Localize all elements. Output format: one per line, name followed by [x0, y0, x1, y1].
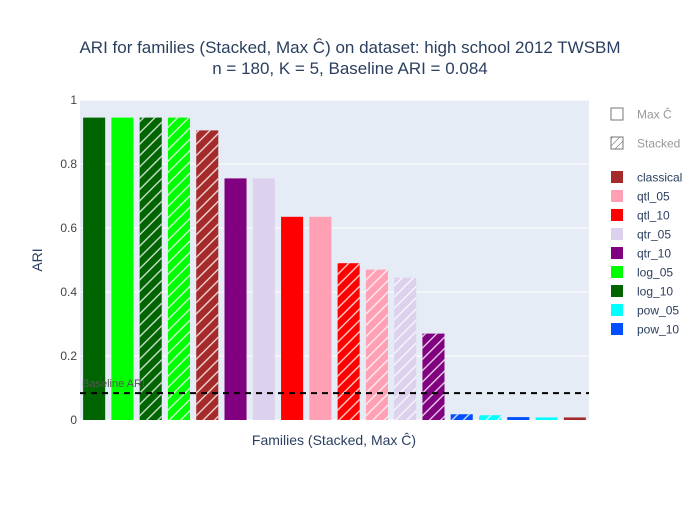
- bar-qtl_10-max-c[interactable]: [281, 216, 304, 420]
- legend-item-qtl_05[interactable]: qtl_05: [611, 190, 670, 204]
- legend-item-pow_10[interactable]: pow_10: [611, 323, 679, 337]
- legend-item-qtl_10[interactable]: qtl_10: [611, 209, 670, 223]
- legend-item-log_05[interactable]: log_05: [611, 266, 673, 280]
- baseline: Baseline ARI: [80, 378, 589, 395]
- bar: [507, 417, 530, 420]
- bar: [535, 417, 558, 420]
- legend-label: log_05: [637, 266, 673, 280]
- bar-classical-stacked[interactable]: [196, 130, 219, 420]
- bar-qtr_05-stacked[interactable]: [394, 277, 417, 420]
- x-axis-label: Families (Stacked, Max Ĉ): [252, 432, 416, 448]
- bar-hatch: [422, 333, 445, 420]
- y-tick-label: 1: [70, 93, 77, 107]
- legend-swatch: [611, 285, 623, 297]
- bar-classical-max-c[interactable]: [563, 417, 586, 420]
- legend-label: pow_10: [637, 323, 679, 337]
- legend-item-pow_05[interactable]: pow_05: [611, 304, 679, 318]
- legend-swatch: [611, 304, 623, 316]
- chart-title: ARI for families (Stacked, Max Ĉ) on dat…: [79, 38, 620, 57]
- bar-hatch: [139, 117, 162, 420]
- bar: [252, 178, 275, 420]
- legend-swatch: [611, 228, 623, 240]
- bar-hatch: [478, 415, 502, 420]
- bar-pow_05-max-c[interactable]: [535, 417, 558, 420]
- legend-label: qtl_10: [637, 209, 670, 223]
- legend-label: qtl_05: [637, 190, 670, 204]
- bar: [83, 117, 106, 420]
- bar: [563, 417, 586, 420]
- bar: [309, 216, 332, 420]
- bar-log_05-max-c[interactable]: [111, 117, 134, 420]
- y-tick-label: 0.6: [60, 221, 77, 235]
- bar: [224, 178, 247, 420]
- legend-item-qtr_05[interactable]: qtr_05: [611, 228, 671, 242]
- legend-swatch: [611, 209, 623, 221]
- bar-hatch: [196, 130, 219, 420]
- legend-label: qtr_10: [637, 247, 671, 261]
- y-tick-label: 0.4: [60, 285, 77, 299]
- bar-qtl_10-stacked[interactable]: [337, 263, 360, 420]
- bar-qtl_05-stacked[interactable]: [365, 269, 388, 420]
- legend-label: qtr_05: [637, 228, 671, 242]
- bar-qtr_10-max-c[interactable]: [224, 178, 247, 420]
- legend-label: log_10: [637, 285, 673, 299]
- bar-hatch: [450, 414, 473, 420]
- bar-log_10-max-c[interactable]: [83, 117, 106, 420]
- legend-swatch: [611, 171, 623, 183]
- bar-hatch: [337, 263, 360, 420]
- legend-swatch: [610, 107, 624, 121]
- y-tick-label: 0.8: [60, 157, 77, 171]
- legend-item-log_10[interactable]: log_10: [611, 285, 673, 299]
- bar-pow_10-max-c[interactable]: [507, 417, 530, 420]
- bar-pow_05-stacked[interactable]: [478, 415, 502, 420]
- legend-item-stacked[interactable]: Stacked: [610, 136, 680, 151]
- legend-item-qtr_10[interactable]: qtr_10: [611, 247, 671, 261]
- legend[interactable]: Max Ĉ Stacked classical qtl_05 qtl_10 qtr_05q…: [610, 107, 682, 337]
- bar-hatch: [365, 269, 388, 420]
- legend-label: Max Ĉ: [637, 107, 672, 122]
- legend-swatch: [611, 323, 623, 335]
- bar-hatch: [394, 277, 417, 420]
- legend-label: classical: [637, 171, 682, 185]
- legend-swatch-hatch: [610, 136, 624, 150]
- bars: [83, 117, 586, 420]
- legend-label: Stacked: [637, 137, 680, 151]
- y-tick-labels: 0 0.2 0.4 0.6 0.8 1: [60, 93, 77, 427]
- legend-swatch: [611, 247, 623, 259]
- bar-pow_10-stacked[interactable]: [450, 414, 473, 420]
- bar-log_10-stacked[interactable]: [139, 117, 162, 420]
- y-tick-label: 0.2: [60, 349, 77, 363]
- bar: [111, 117, 134, 420]
- bar-log_05-stacked[interactable]: [167, 117, 191, 420]
- bar-hatch: [167, 117, 191, 420]
- bar-qtl_05-max-c[interactable]: [309, 216, 332, 420]
- bar-qtr_10-stacked[interactable]: [422, 333, 445, 420]
- grid-lines: [80, 99, 589, 421]
- legend-swatch: [611, 190, 623, 202]
- baseline-label: Baseline ARI: [82, 378, 145, 390]
- bar: [281, 216, 304, 420]
- legend-item-max-c[interactable]: Max Ĉ: [610, 107, 672, 122]
- plot-background: [80, 100, 589, 420]
- legend-item-classical[interactable]: classical: [611, 171, 682, 185]
- bar-qtr_05-max-c[interactable]: [252, 178, 275, 420]
- chart-subtitle: n = 180, K = 5, Baseline ARI = 0.084: [212, 59, 488, 78]
- legend-label: pow_05: [637, 304, 679, 318]
- y-tick-label: 0: [70, 413, 77, 427]
- legend-swatch: [611, 266, 623, 278]
- y-axis-label: ARI: [29, 248, 45, 271]
